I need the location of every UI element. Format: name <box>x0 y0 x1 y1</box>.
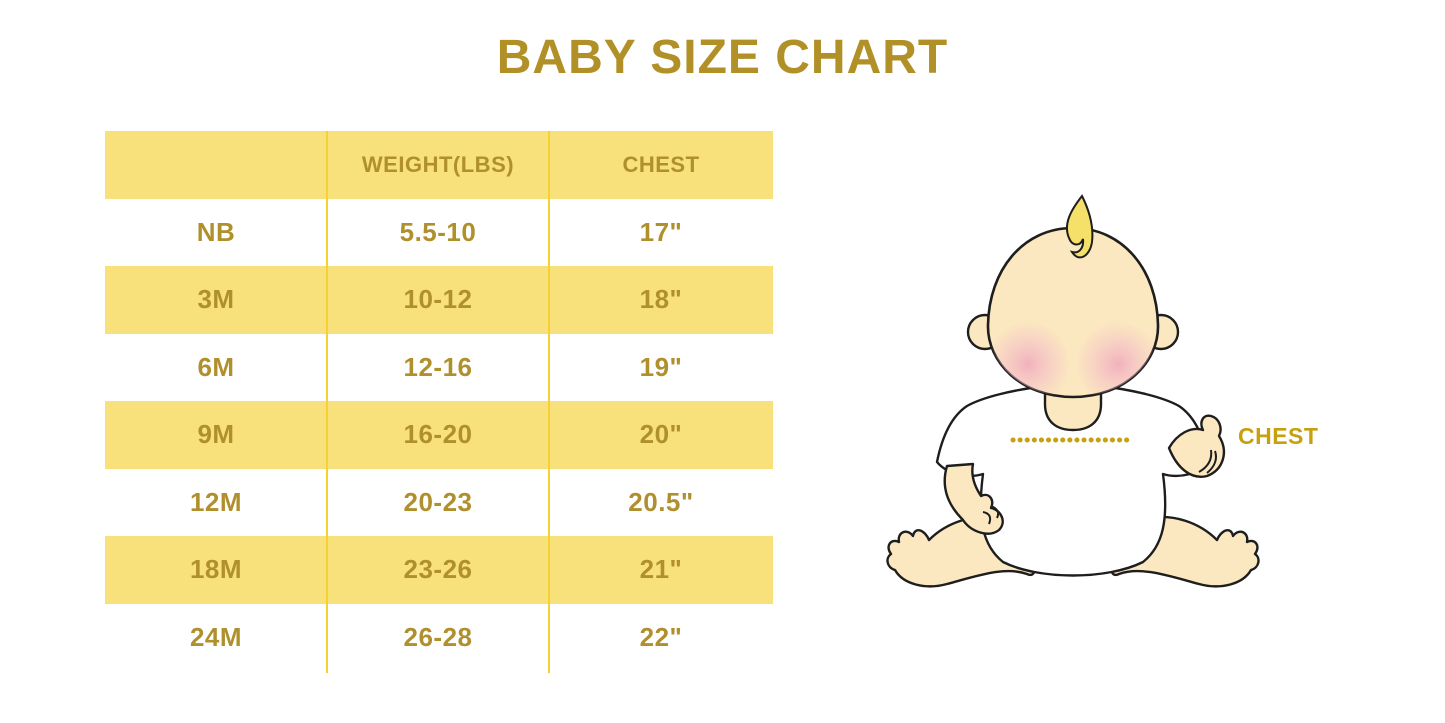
weight-cell: 12-16 <box>403 351 473 382</box>
size-cell: 24M <box>189 621 243 652</box>
weight-cell: 16-20 <box>403 419 473 450</box>
table-row: 24M 26-28 22" <box>105 604 773 672</box>
size-cell: NB <box>196 216 236 247</box>
table-row: NB 5.5-10 17" <box>105 199 773 267</box>
baby-sitting-icon <box>886 194 1260 588</box>
size-cell: 18M <box>189 554 243 585</box>
size-cell: 6M <box>197 351 235 382</box>
chest-cell: 19" <box>639 351 683 382</box>
chest-cell: 20.5" <box>628 486 694 517</box>
size-cell: 12M <box>189 486 243 517</box>
table-row: 6M 12-16 19" <box>105 334 773 402</box>
weight-cell: 20-23 <box>403 486 473 517</box>
baby-left-arm <box>943 462 1004 535</box>
chest-measurement-label: CHEST <box>1238 423 1319 449</box>
page-title: BABY SIZE CHART <box>496 31 949 84</box>
chest-cell: 20" <box>639 419 683 450</box>
chest-cell: 22" <box>639 621 683 652</box>
size-cell: 3M <box>197 284 235 315</box>
column-divider-line <box>548 131 550 673</box>
weight-cell: 23-26 <box>403 554 473 585</box>
chest-cell: 17" <box>639 216 683 247</box>
baby-right-arm <box>1167 414 1226 478</box>
table-row: 12M 20-23 20.5" <box>105 469 773 537</box>
header-chest-cell: CHEST <box>622 151 700 177</box>
table-header-row: WEIGHT(LBS) CHEST <box>105 131 773 199</box>
chest-cell: 18" <box>639 284 683 315</box>
table-row: 9M 16-20 20" <box>105 401 773 469</box>
table-row: 18M 23-26 21" <box>105 536 773 604</box>
column-divider-line <box>326 131 328 673</box>
size-cell: 9M <box>197 419 235 450</box>
table-row: 3M 10-12 18" <box>105 266 773 334</box>
weight-cell: 5.5-10 <box>399 216 477 247</box>
header-size-cell <box>105 131 327 199</box>
weight-cell: 26-28 <box>403 621 473 652</box>
baby-onesie <box>935 384 1211 577</box>
weight-cell: 10-12 <box>403 284 473 315</box>
size-table: WEIGHT(LBS) CHEST NB 5.5-10 17" 3M 10-12… <box>105 131 773 673</box>
chest-cell: 21" <box>639 554 683 585</box>
header-weight-cell: WEIGHT(LBS) <box>361 151 515 177</box>
baby-hair-curl-icon <box>1065 194 1094 259</box>
